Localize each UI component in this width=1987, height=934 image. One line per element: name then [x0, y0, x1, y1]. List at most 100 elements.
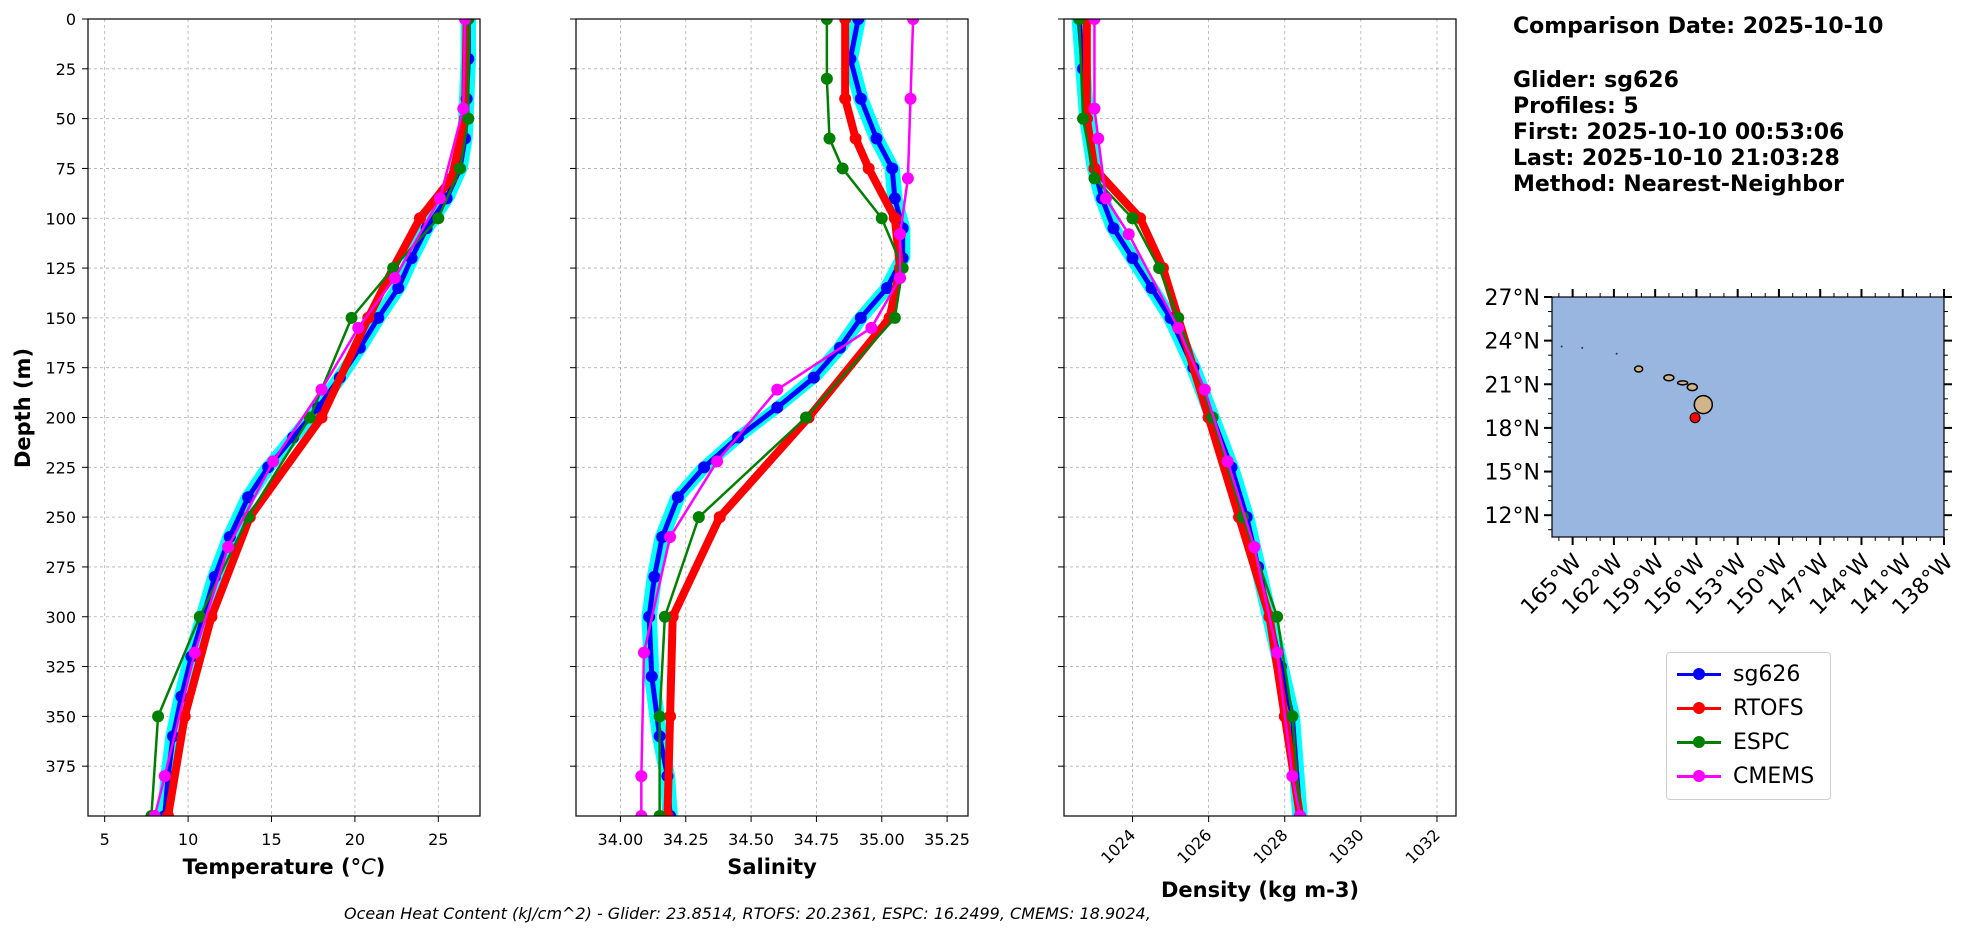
x-tick-label: 34.75 — [794, 830, 840, 849]
data-point-cmems — [222, 541, 235, 554]
ocean-heat-content-caption: Ocean Heat Content (kJ/cm^2) - Glider: 2… — [344, 904, 1151, 923]
data-point-cmems — [158, 770, 171, 783]
x-tick-label: 5 — [100, 830, 110, 849]
data-point-cmems — [315, 383, 328, 396]
profile-count: Profiles: 5 — [1513, 94, 1639, 119]
data-point-espc — [653, 710, 666, 723]
data-point-rtofs — [888, 212, 901, 225]
x-tick-label: 35.00 — [859, 830, 905, 849]
x-axis-label: Temperature (°C) — [183, 855, 386, 879]
data-point-sg626 — [1126, 252, 1139, 265]
first-profile-time: First: 2025-10-10 00:53:06 — [1513, 120, 1845, 145]
y-tick-label: 250 — [45, 508, 76, 527]
data-point-espc — [658, 610, 671, 623]
profile-panels: 0 25 50 75 100 125 150 175 200 225 250 275 300 325 350… — [45, 10, 1457, 902]
island-kauai — [1633, 365, 1644, 373]
x-tick-label: 1026 — [1173, 825, 1215, 867]
lat-label: 15°N — [1485, 461, 1540, 486]
data-point-sg626 — [392, 281, 405, 294]
legend-swatch — [1677, 735, 1721, 748]
x-tick-label: 20 — [345, 830, 365, 849]
profile-panel-2: 34.00 34.25 34.50 34.75 35.00 35.25 Salinity — [570, 18, 970, 879]
y-tick-label: 125 — [45, 259, 76, 278]
data-point-espc — [1286, 710, 1299, 723]
glider-profile-envelope — [641, 19, 911, 816]
data-point-rtofs — [839, 19, 852, 25]
data-point-sg626 — [671, 491, 684, 504]
legend: sg626 RTOFS ESPC CMEMS — [1666, 652, 1831, 800]
data-point-cmems — [637, 646, 650, 659]
data-point-rtofs — [664, 710, 677, 723]
y-tick-label: 350 — [45, 707, 76, 726]
legend-item-sg626: sg626 — [1677, 659, 1800, 689]
y-tick-label: 300 — [45, 608, 76, 627]
data-point-cmems — [1286, 770, 1299, 783]
data-point-cmems — [894, 272, 907, 285]
y-tick-label: 100 — [45, 209, 76, 228]
data-point-sg626 — [698, 461, 711, 474]
data-point-sg626 — [870, 132, 883, 145]
data-point-cmems — [458, 19, 471, 25]
data-point-rtofs — [839, 92, 852, 105]
x-tick-label: 10 — [178, 830, 198, 849]
y-tick-label: 25 — [56, 60, 76, 79]
x-axis-label-part: Temperature (° — [183, 855, 361, 879]
plot-area — [635, 19, 920, 816]
data-point-espc — [193, 610, 206, 623]
x-tick-label: 1024 — [1097, 825, 1139, 867]
x-axis-label: Density (kg m-3) — [1161, 878, 1359, 902]
y-tick-label: 225 — [45, 458, 76, 477]
data-point-sg626 — [807, 371, 820, 384]
glider-name: Glider: sg626 — [1513, 68, 1679, 93]
interpolation-method: Method: Nearest-Neighbor — [1513, 172, 1844, 197]
y-tick-label: 375 — [45, 757, 76, 776]
data-point-espc — [1073, 19, 1086, 25]
data-point-sg626 — [372, 311, 385, 324]
data-point-cmems — [267, 455, 280, 468]
axes-frame — [87, 18, 481, 817]
data-point-cmems — [1248, 541, 1261, 554]
lat-label: 21°N — [1485, 373, 1540, 398]
lat-label: 24°N — [1485, 330, 1540, 355]
data-point-rtofs — [205, 610, 218, 623]
map-frame — [1551, 296, 1945, 538]
data-point-cmems — [635, 770, 648, 783]
location-map: 27°N24°N21°N18°N15°N12°N165°W162°W159°W1… — [1485, 286, 1959, 620]
data-point-espc — [345, 311, 358, 324]
data-point-sg626 — [880, 281, 893, 294]
x-tick-label: 34.00 — [598, 830, 644, 849]
x-axis-label-unit: C — [361, 855, 376, 879]
data-point-cmems — [901, 172, 914, 185]
y-tick-label: 0 — [66, 10, 76, 29]
data-point-sg626 — [645, 670, 658, 683]
x-tick-label: 25 — [428, 830, 448, 849]
data-point-espc — [875, 212, 888, 225]
data-point-cmems — [1122, 228, 1135, 241]
island-shoal — [1615, 352, 1618, 355]
comparison-date: Comparison Date: 2025-10-10 — [1513, 14, 1884, 39]
legend-item-cmems: CMEMS — [1677, 761, 1814, 791]
data-point-cmems — [664, 531, 677, 544]
plot-area — [145, 19, 477, 816]
data-point-sg626 — [886, 162, 899, 175]
ocean-background — [1552, 297, 1944, 537]
data-point-rtofs — [162, 810, 175, 816]
x-tick-label: 34.25 — [663, 830, 709, 849]
data-point-cmems — [1099, 192, 1112, 205]
data-point-sg626 — [648, 570, 661, 583]
data-point-rtofs — [178, 710, 191, 723]
data-point-espc — [453, 162, 466, 175]
data-point-espc — [823, 132, 836, 145]
data-point-cmems — [1293, 810, 1306, 816]
x-tick-label: 15 — [261, 830, 281, 849]
data-point-cmems — [1092, 132, 1105, 145]
island-oahu — [1663, 373, 1675, 382]
y-tick-label: 275 — [45, 558, 76, 577]
data-point-espc — [653, 810, 666, 816]
data-point-rtofs — [362, 311, 375, 324]
profile-panel-3: 1024 1026 1028 1030 1032 Density (kg m-3) — [1058, 18, 1457, 902]
data-point-espc — [820, 72, 833, 85]
data-point-sg626 — [888, 192, 901, 205]
x-tick-label: 1030 — [1325, 825, 1367, 867]
